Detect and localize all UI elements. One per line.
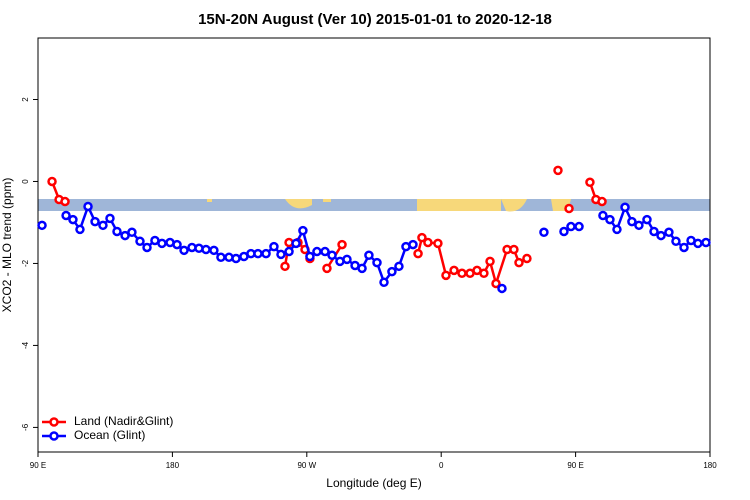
legend-label: Land (Nadir&Glint) <box>74 414 173 428</box>
y-tick-label: -4 <box>21 341 30 349</box>
point <box>231 253 241 264</box>
point <box>423 237 433 248</box>
point <box>61 210 71 221</box>
y-tick-label: 0 <box>21 179 30 184</box>
point <box>514 257 524 268</box>
point <box>553 165 563 176</box>
map-strip <box>38 199 710 212</box>
point <box>597 196 607 207</box>
point <box>539 227 549 238</box>
point <box>291 238 301 249</box>
point <box>216 252 226 263</box>
point <box>90 216 100 227</box>
point <box>320 246 330 257</box>
point <box>276 249 286 260</box>
point <box>337 239 347 250</box>
point <box>357 263 367 274</box>
point <box>679 242 689 253</box>
point <box>83 201 93 212</box>
y-axis-label: XCO2 - MLO trend (ppm) <box>0 178 14 313</box>
point <box>485 256 495 267</box>
y-tick-label: -2 <box>21 259 30 267</box>
point <box>37 220 47 231</box>
point <box>127 227 137 238</box>
x-tick-label: 180 <box>166 461 180 470</box>
point <box>612 224 622 235</box>
legend-marker <box>49 431 59 441</box>
point <box>112 226 122 237</box>
point <box>417 232 427 243</box>
y-tick-label: -6 <box>21 423 30 431</box>
point <box>327 250 337 260</box>
point <box>201 244 211 255</box>
point <box>261 248 271 259</box>
point <box>671 236 681 247</box>
point <box>566 221 576 232</box>
point <box>269 241 279 252</box>
point <box>298 225 308 236</box>
chart-title: 15N-20N August (Ver 10) 2015-01-01 to 20… <box>198 11 552 28</box>
point <box>585 177 595 188</box>
point <box>457 268 467 279</box>
point <box>642 214 652 225</box>
point <box>322 263 332 274</box>
point <box>60 196 70 207</box>
point <box>312 246 322 257</box>
point <box>441 270 451 281</box>
point <box>408 239 418 250</box>
point <box>559 226 569 237</box>
point <box>179 245 189 256</box>
point <box>47 176 57 187</box>
x-tick-label: 90 W <box>297 461 316 470</box>
point <box>387 266 397 277</box>
point <box>105 213 115 224</box>
point <box>379 277 389 288</box>
legend-marker <box>49 417 59 427</box>
point <box>620 202 630 213</box>
point <box>479 268 489 279</box>
point <box>491 278 501 289</box>
point <box>284 246 294 257</box>
point <box>522 253 532 264</box>
point <box>649 226 659 237</box>
point <box>280 261 290 272</box>
point <box>172 239 182 250</box>
point <box>564 203 574 214</box>
point <box>701 237 711 248</box>
point <box>449 265 459 276</box>
point <box>372 257 382 268</box>
legend-label: Ocean (Glint) <box>74 428 145 442</box>
point <box>605 214 615 225</box>
point <box>693 238 703 249</box>
point <box>509 244 519 255</box>
y-tick-label: 2 <box>21 97 30 102</box>
point <box>75 224 85 235</box>
point <box>142 242 152 253</box>
point <box>664 227 674 238</box>
point <box>253 248 263 259</box>
point <box>634 220 644 231</box>
point <box>209 245 219 256</box>
x-axis-label: Longitude (deg E) <box>326 476 421 490</box>
point <box>433 238 443 249</box>
point <box>364 250 374 260</box>
point <box>413 248 423 259</box>
point <box>135 236 145 247</box>
point <box>574 221 584 232</box>
point <box>627 216 637 227</box>
point <box>394 261 404 272</box>
point <box>98 220 108 231</box>
x-tick-label: 0 <box>439 461 444 470</box>
point <box>598 210 608 221</box>
point <box>342 254 352 265</box>
point <box>497 283 507 294</box>
point <box>656 230 666 241</box>
x-tick-label: 90 E <box>30 461 46 470</box>
x-tick-label: 90 E <box>567 461 583 470</box>
point <box>157 238 167 249</box>
point <box>68 214 78 225</box>
x-tick-label: 180 <box>703 461 717 470</box>
point <box>305 251 315 262</box>
